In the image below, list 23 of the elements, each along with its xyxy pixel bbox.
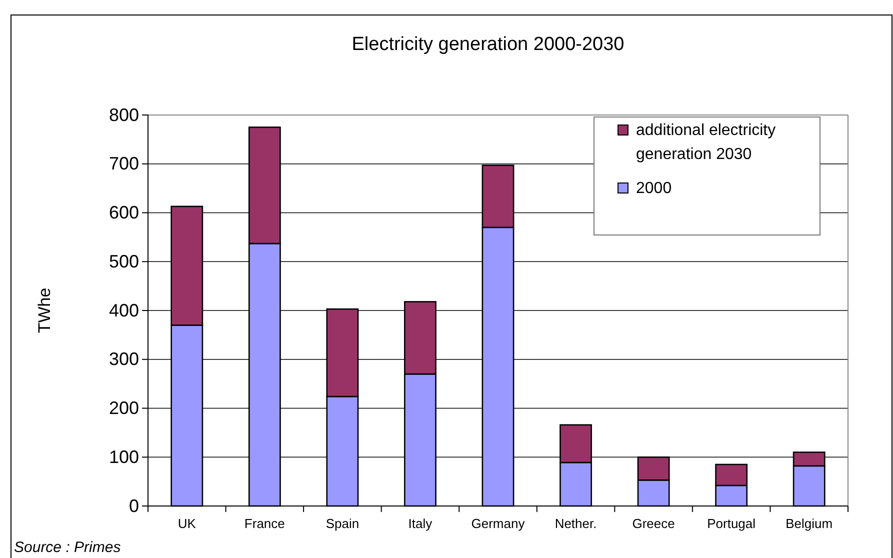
legend-label: additional electricity generation 2030 xyxy=(636,122,776,163)
x-tick-label: Nether. xyxy=(554,516,597,531)
y-axis-title: TWhe xyxy=(35,288,54,334)
x-tick-label: Portugal xyxy=(707,516,756,531)
y-tick-label: 100 xyxy=(108,446,139,467)
x-tick-label: Spain xyxy=(326,516,360,531)
x-tick-label: France xyxy=(244,516,285,531)
y-tick-label: 0 xyxy=(128,496,139,516)
y-tick-label: 700 xyxy=(108,154,139,174)
source-note: Source : Primes xyxy=(14,539,122,556)
y-tick-label: 200 xyxy=(108,398,139,418)
y-tick-label: 600 xyxy=(108,202,139,223)
y-tick-label: 300 xyxy=(108,349,139,370)
y-tick-label: 500 xyxy=(108,251,139,272)
y-tick-label: 400 xyxy=(108,300,139,320)
x-tick-label: Belgium xyxy=(786,516,833,531)
x-tick-label: Greece xyxy=(632,516,675,531)
x-tick-label: Italy xyxy=(408,516,433,531)
y-tick-label: 800 xyxy=(108,104,139,125)
x-tick-label: UK xyxy=(178,516,196,531)
chart-title: Electricity generation 2000-2030 xyxy=(352,34,624,55)
x-tick-label: Germany xyxy=(471,516,526,531)
legend-label: 2000 xyxy=(636,180,672,197)
